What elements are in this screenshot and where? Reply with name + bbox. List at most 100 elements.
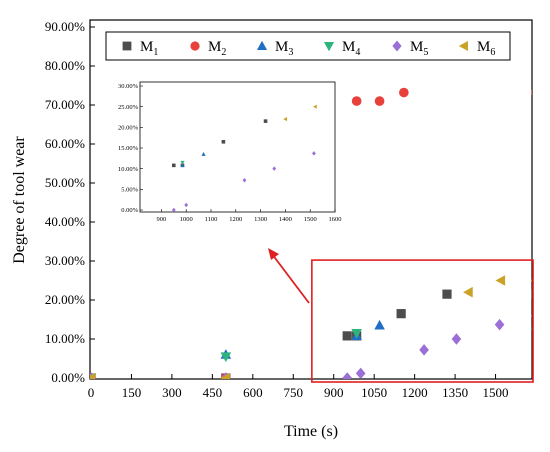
- data-point-m1: [342, 331, 352, 341]
- y-tick-label: 50.00%: [45, 175, 85, 190]
- x-axis-label: Time (s): [284, 423, 338, 440]
- inset-data-point-m5: [242, 177, 247, 183]
- inset-y-tick-label: 30.00%: [118, 83, 139, 90]
- data-point-m5: [451, 333, 462, 345]
- x-tick-label: 1200: [402, 385, 428, 400]
- inset-y-tick-label: 10.00%: [118, 166, 139, 173]
- x-tick-label: 750: [284, 385, 304, 400]
- axes-layer: 0.00%10.00%20.00%30.00%40.00%50.00%60.00…: [45, 19, 509, 400]
- legend-marker-m6: [458, 40, 468, 52]
- zoom-box: [311, 259, 534, 383]
- inset-data-point-m3: [180, 163, 185, 167]
- data-point-m2: [399, 87, 409, 98]
- legend-marker-m1: [122, 41, 132, 51]
- data-point-m5: [419, 344, 429, 356]
- legend-marker-m4: [323, 42, 335, 52]
- inset-data-point-m5: [171, 207, 176, 212]
- y-tick-label: 20.00%: [45, 292, 85, 307]
- inset-data-point-m4: [345, 160, 349, 164]
- data-point-m3: [374, 319, 385, 330]
- inset-y-tick-label: 20.00%: [118, 125, 139, 132]
- x-tick-label: 1050: [361, 385, 387, 400]
- x-tick-label: 450: [203, 385, 223, 400]
- inset-data-point-m5: [184, 202, 189, 208]
- inset-x-tick-label: 1200: [229, 216, 242, 223]
- x-tick-label: 1350: [442, 385, 468, 400]
- inset-x-tick-label: 900: [157, 216, 167, 223]
- y-tick-label: 10.00%: [45, 331, 85, 346]
- inset-y-tick-label: 0.00%: [121, 207, 138, 214]
- zoom-arrow-head: [268, 248, 279, 260]
- inset-x-tick-label: 1500: [304, 216, 317, 223]
- legend-subscript: 5: [423, 47, 428, 58]
- inset-data-point-m1: [172, 163, 176, 168]
- data-point-m5: [494, 318, 505, 331]
- plot-frame: [89, 19, 533, 380]
- y-axis-label: Degree of tool wear: [11, 136, 28, 264]
- data-point-m4: [530, 327, 532, 331]
- legend-marker-m3: [256, 40, 268, 50]
- data-point-m5: [531, 314, 532, 317]
- y-tick-label: 0.00%: [51, 370, 85, 385]
- legend-marker-m2: [190, 41, 200, 51]
- inset-marks: [171, 104, 350, 212]
- data-point-m1: [442, 289, 452, 299]
- data-point-m6: [530, 279, 532, 282]
- data-point-m2: [351, 96, 362, 106]
- x-tick-label: 1500: [483, 385, 509, 400]
- x-tick-label: 600: [243, 385, 263, 400]
- legend-subscript: 4: [355, 47, 360, 58]
- data-point-m5: [355, 367, 366, 379]
- data-point-m4: [351, 329, 362, 339]
- legend-subscript: 3: [288, 47, 293, 58]
- inset-data-point-m6: [283, 116, 288, 122]
- inset-data-point-m1: [221, 140, 226, 144]
- zoom-arrow-line: [271, 253, 310, 304]
- inset-x-tick-label: 1300: [254, 216, 267, 223]
- zoom-annotation: [268, 248, 534, 383]
- inset-x-tick-label: 1100: [205, 216, 218, 223]
- inset-y-tick-label: 5.00%: [121, 187, 138, 194]
- y-tick-label: 90.00%: [45, 19, 85, 34]
- inset-plot-frame: [139, 81, 336, 213]
- inset-data-point-m6: [313, 104, 317, 109]
- inset-data-point-m3: [201, 152, 206, 156]
- data-point-m6: [495, 275, 506, 286]
- data-point-m2: [531, 89, 532, 96]
- data-point-m6: [220, 372, 230, 379]
- y-tick-label: 60.00%: [45, 136, 85, 151]
- y-tick-label: 40.00%: [45, 214, 85, 229]
- legend-subscript: 1: [153, 47, 158, 58]
- inset-data-point-m5: [272, 166, 277, 171]
- inset-x-tick-label: 1000: [180, 216, 193, 223]
- x-tick-label: 0: [88, 385, 95, 400]
- legend-marker-m5: [392, 40, 402, 52]
- legend-subscript: 6: [490, 47, 495, 58]
- x-tick-label: 900: [324, 385, 344, 400]
- y-tick-label: 80.00%: [45, 58, 85, 73]
- legend-subscript: 2: [221, 47, 226, 58]
- inset-x-tick-label: 1400: [279, 216, 292, 223]
- inset-x-tick-label: 1600: [329, 216, 342, 223]
- inset-data-point-m1: [263, 119, 268, 123]
- inset-data-point-m3: [345, 152, 349, 156]
- legend-box: [105, 31, 511, 61]
- data-point-m2: [374, 96, 385, 106]
- y-tick-label: 30.00%: [45, 253, 85, 268]
- data-point-m1: [396, 309, 406, 319]
- data-point-m5: [342, 372, 353, 379]
- data-point-m6: [463, 286, 473, 298]
- inset-y-tick-label: 25.00%: [118, 104, 139, 111]
- x-tick-label: 150: [122, 385, 142, 400]
- inset-data-point-m4: [180, 160, 185, 165]
- inset-y-tick-label: 15.00%: [118, 145, 139, 152]
- inset-data-point-m1: [346, 119, 350, 123]
- data-point-m6: [90, 372, 96, 379]
- data-point-m4: [220, 352, 232, 363]
- y-tick-label: 70.00%: [45, 97, 85, 112]
- x-tick-label: 300: [162, 385, 182, 400]
- marks-layer: [90, 87, 532, 379]
- inset-data-point-m6: [345, 105, 349, 109]
- data-point-m1: [531, 289, 532, 299]
